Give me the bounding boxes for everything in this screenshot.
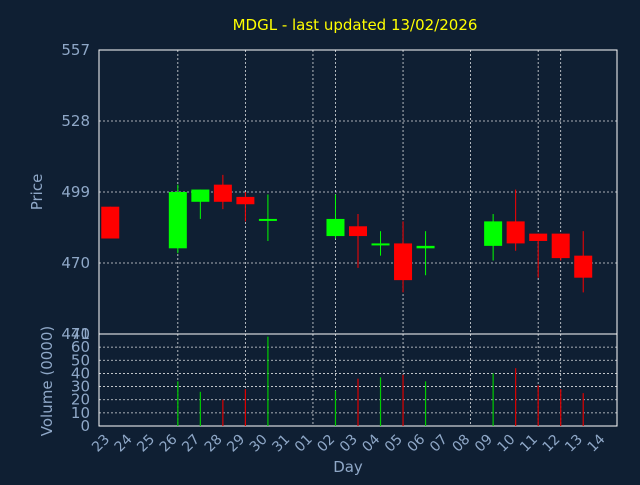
x-tick-label: 14 (585, 431, 609, 455)
x-tick-label: 09 (472, 432, 496, 456)
volume-tick-label: 30 (71, 378, 90, 396)
price-axis-label: Price (28, 174, 46, 211)
volume-tick-label: 50 (71, 351, 90, 369)
volume-tick-label: 20 (71, 391, 90, 409)
x-tick-label: 25 (134, 432, 158, 456)
x-tick-label: 12 (540, 432, 564, 456)
x-tick-label: 01 (292, 432, 316, 456)
x-tick-label: 02 (314, 432, 338, 456)
volume-tick-label: 60 (71, 338, 90, 356)
x-axis-label: Day (333, 458, 363, 476)
x-tick-label: 13 (562, 432, 586, 456)
x-tick-label: 31 (269, 432, 293, 456)
x-tick-label: 29 (224, 432, 248, 456)
candle-body (101, 206, 120, 239)
candle-body (529, 233, 548, 241)
price-tick-label: 528 (61, 112, 90, 130)
price-tick-label: 499 (61, 183, 90, 201)
x-tick-labels: 2324252627282930310102030405060708091011… (89, 431, 608, 455)
volume-tick-label: 10 (71, 404, 90, 422)
candle-body (371, 243, 390, 246)
volume-axis-label: Volume (0000) (38, 326, 56, 436)
price-tick-label: 470 (61, 254, 90, 272)
candle-body (213, 184, 232, 202)
price-tick-label: 557 (61, 41, 90, 59)
x-tick-label: 11 (517, 432, 541, 456)
candle-body (484, 221, 503, 246)
price-tick-labels: 441 470 499 528 557 (61, 41, 90, 343)
volume-tick-label: 40 (71, 364, 90, 382)
candles (101, 174, 593, 293)
volume-tick-label: 70 (71, 325, 90, 343)
x-tick-label: 28 (202, 432, 226, 456)
candle-body (191, 189, 210, 202)
candle-body (168, 192, 187, 249)
x-tick-label: 08 (450, 432, 474, 456)
candle-body (551, 233, 570, 259)
x-tick-label: 06 (404, 431, 428, 455)
candle-body (236, 196, 255, 205)
candle-body (506, 221, 525, 244)
x-tick-label: 05 (382, 432, 406, 456)
chart-title: MDGL - last updated 13/02/2026 (233, 16, 478, 34)
candle-body (326, 218, 345, 237)
price-tick-label: 441 (61, 325, 90, 343)
x-tick-label: 24 (112, 431, 136, 455)
candle-body (574, 255, 593, 278)
x-tick-label: 23 (89, 432, 113, 456)
x-tick-label: 03 (337, 432, 361, 456)
candle-body (416, 245, 435, 249)
volume-bars (177, 336, 584, 426)
x-tick-label: 10 (495, 432, 519, 456)
x-tick-label: 30 (247, 432, 271, 456)
x-tick-label: 27 (179, 432, 203, 456)
candle-body (394, 243, 413, 281)
x-tick-label: 04 (359, 431, 383, 455)
volume-tick-label: 0 (80, 417, 90, 435)
candle-body (349, 226, 367, 237)
candle-body (258, 218, 277, 221)
x-tick-label: 26 (157, 431, 181, 455)
x-tick-label: 07 (427, 432, 451, 456)
